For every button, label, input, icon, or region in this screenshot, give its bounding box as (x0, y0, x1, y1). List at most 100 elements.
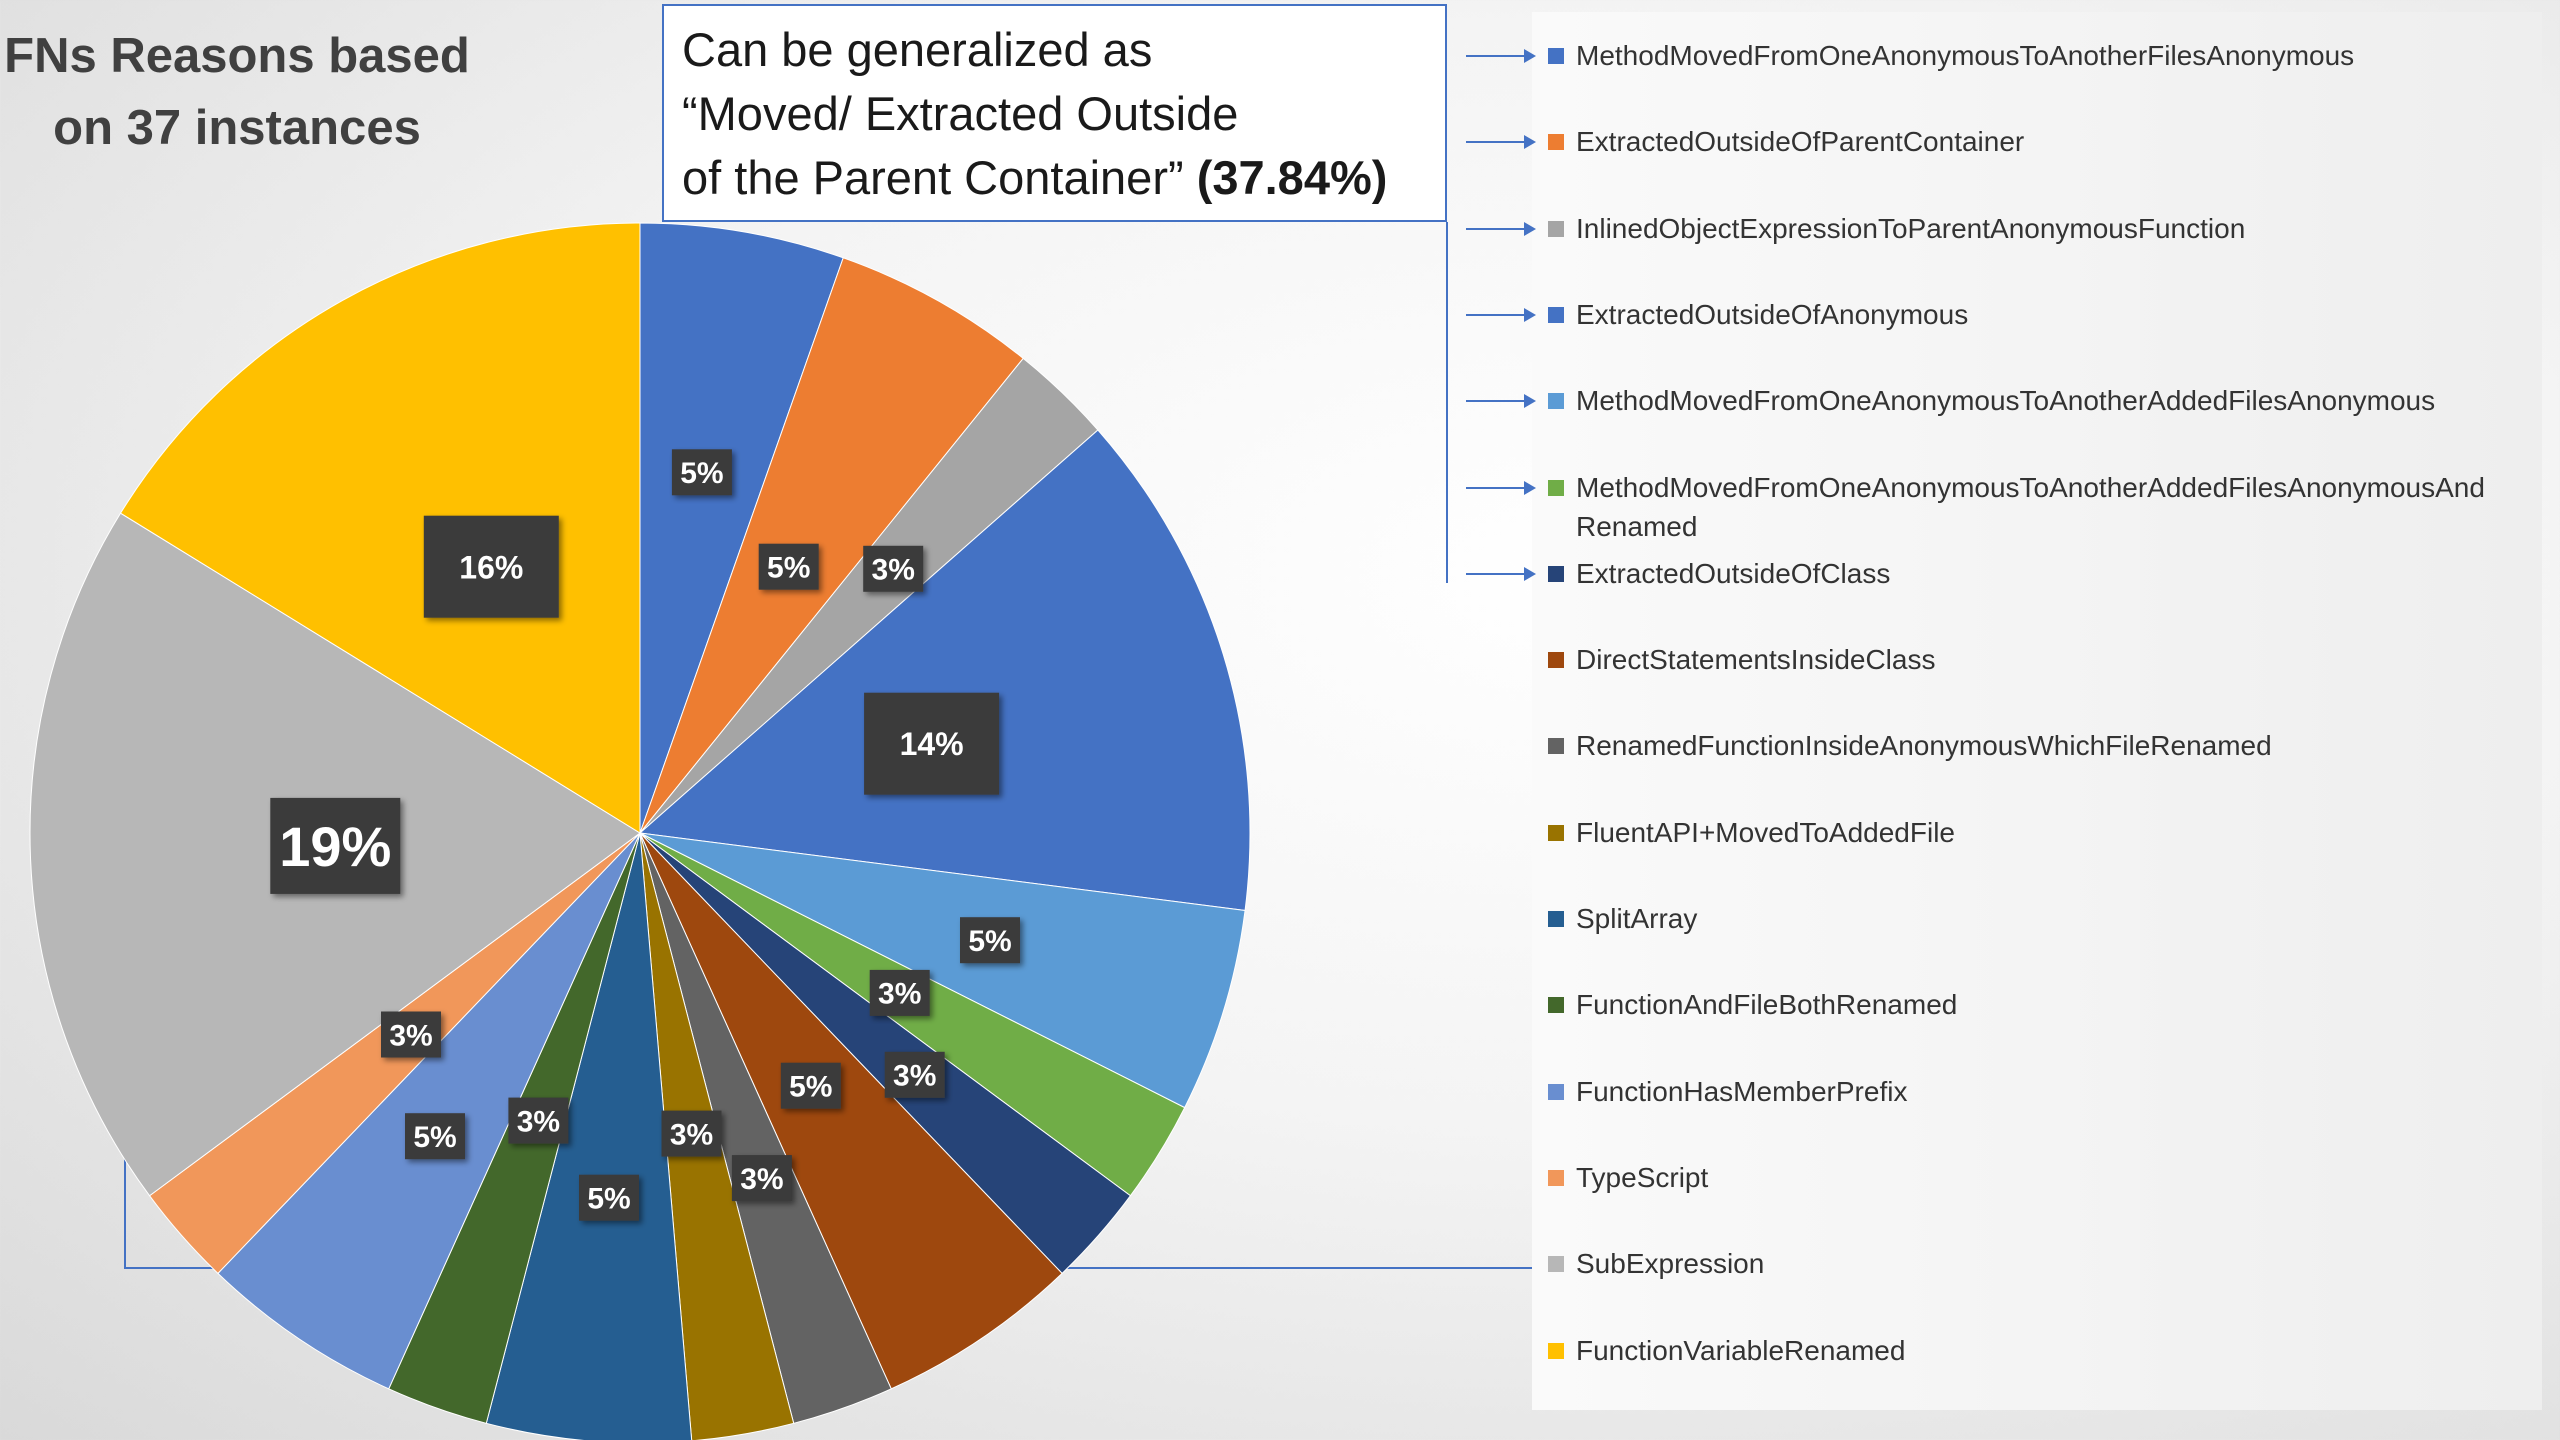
legend-label: ExtractedOutsideOfClass (1576, 557, 1891, 589)
legend-label: RenamedFunctionInsideAnonymousWhichFileR… (1576, 730, 2272, 762)
legend-item-inlinedobjectexpressiontoparentanonymousfunction: InlinedObjectExpressionToParentAnonymous… (1548, 209, 2560, 248)
legend-item-functionhasmemberprefix: FunctionHasMemberPrefix (1548, 1072, 2560, 1111)
legend-label: FunctionAndFileBothRenamed (1576, 989, 1958, 1021)
data-label-box (661, 1110, 722, 1157)
legend-swatch (1548, 393, 1564, 410)
legend-arrow-icon (1466, 135, 1536, 150)
legend-swatch (1548, 48, 1564, 64)
data-label-functionandfilebothrenamed: 3% (508, 1097, 569, 1144)
legend-label: SubExpression (1576, 1248, 1765, 1280)
data-label-text: 3% (517, 1105, 560, 1138)
legend-arrow-icon (1466, 394, 1536, 409)
data-label-text: 3% (389, 1019, 432, 1052)
legend-label: FunctionVariableRenamed (1576, 1334, 1906, 1366)
data-label-box (579, 1174, 639, 1221)
generalization-callout: Can be generalized as “Moved/ Extracted … (662, 4, 1447, 222)
pie-chart: 5% 5% 3% 14% 5% 3% 3% 5% 3% 3% 5% 3% 5% 3% 19% 16% (29, 222, 1532, 1440)
data-label-directstatementsinsideclass: 5% (780, 1062, 841, 1109)
data-label-box (381, 1011, 441, 1058)
legend-label: FluentAPI+MovedToAddedFile (1576, 816, 1955, 848)
legend-arrow-icon (1466, 49, 1536, 63)
callout-line2: “Moved/ Extracted Outside (682, 87, 1239, 140)
legend-swatch (1548, 652, 1564, 669)
legend-swatch (1548, 220, 1564, 237)
callout-line3-text: of the Parent Container” (682, 151, 1184, 204)
data-label-box (780, 1062, 841, 1109)
legend-label: FunctionHasMemberPrefix (1576, 1075, 1908, 1107)
data-label-text: 5% (587, 1183, 630, 1216)
data-label-text: 3% (893, 1060, 936, 1093)
callout-highlight: (37.84%) (1196, 151, 1388, 204)
legend-item-typescript: TypeScript (1548, 1158, 2560, 1197)
legend-label: MethodMovedFromOneAnonymousToAnotherAdde… (1576, 385, 2436, 417)
data-label-text: 5% (767, 552, 810, 585)
data-label-box (270, 797, 401, 894)
data-label-extractedoutsideofanonymous: 14% (864, 692, 1000, 795)
data-label-text: 5% (413, 1121, 456, 1154)
legend-item-functionvariablerenamed: FunctionVariableRenamed (1548, 1331, 2560, 1370)
legend-swatch (1548, 738, 1564, 755)
chart-title: FNs Reasons based on 37 instances (0, 20, 474, 164)
data-label-box (423, 515, 559, 618)
data-label-text: 3% (740, 1163, 783, 1196)
pie-slice-methodmovedfromoneanonymoustoanotheraddedfilesanonymous (639, 832, 1246, 1109)
legend-label: MethodMovedFromOneAnonymousToAnotherFile… (1576, 40, 2355, 71)
pie-data-labels: 5% 5% 3% 14% 5% 3% 3% 5% 3% 3% 5% 3% 5% 3% 19% 16% (270, 449, 1020, 1221)
legend-item-subexpression: SubExpression (1548, 1244, 2560, 1283)
data-label-box (864, 692, 1000, 795)
pie-slice-functionhasmemberprefix (217, 832, 641, 1390)
legend-item-renamedfunctioninsideanonymouswhichfilerenamed: RenamedFunctionInsideAnonymousWhichFileR… (1548, 726, 2560, 765)
data-label-box (884, 1051, 945, 1098)
legend-item-methodmovedfromoneanonymoustoanotheraddedfilesanonymousand-renamed: MethodMovedFromOneAnonymousToAnotherAdde… (1548, 468, 2560, 546)
data-label-text: 3% (872, 554, 915, 587)
data-label-box (758, 543, 819, 590)
legend-swatch (1548, 1083, 1564, 1100)
legend-label: MethodMovedFromOneAnonymousToAnotherAdde… (1576, 471, 2485, 542)
legend-swatch (1548, 134, 1564, 151)
legend-item-functionandfilebothrenamed: FunctionAndFileBothRenamed (1548, 985, 2560, 1024)
data-label-renamedfunctioninsideanonymouswhichfilerenamed: 3% (731, 1155, 792, 1202)
legend-swatch (1548, 1169, 1564, 1186)
legend-label: SplitArray (1576, 903, 1698, 934)
legend-swatch (1548, 997, 1564, 1014)
legend-item-directstatementsinsideclass: DirectStatementsInsideClass (1548, 640, 2560, 679)
pie-slice-functionvariablerenamed (119, 222, 641, 834)
data-label-functionhasmemberprefix: 5% (405, 1113, 465, 1160)
legend-arrow-icon (1466, 566, 1536, 581)
legend-item-extractedoutsideofanonymous: ExtractedOutsideOfAnonymous (1548, 295, 2560, 334)
data-label-text: 19% (279, 815, 391, 878)
legend-label: ExtractedOutsideOfParentContainer (1576, 126, 2025, 158)
data-label-text: 5% (789, 1071, 832, 1104)
legend-swatch (1548, 911, 1564, 927)
data-label-box (863, 545, 924, 592)
legend-item-extractedoutsideofparentcontainer: ExtractedOutsideOfParentContainer (1548, 122, 2560, 161)
pie-slice-extractedoutsideofparentcontainer (639, 257, 1024, 834)
data-label-text: 5% (680, 457, 723, 490)
data-label-splitarray: 5% (579, 1174, 639, 1221)
pie-slice-extractedoutsideofanonymous (638, 429, 1251, 912)
legend-swatch (1548, 306, 1564, 323)
data-label-box (731, 1155, 792, 1202)
legend-label: TypeScript (1576, 1161, 1709, 1193)
data-label-box (869, 969, 930, 1016)
data-label-inlinedobjectexpressiontoparentanonymousfunction: 3% (863, 545, 924, 592)
legend-label: ExtractedOutsideOfAnonymous (1576, 298, 1969, 330)
legend-arrow-icon (1466, 307, 1536, 322)
legend-label: InlinedObjectExpressionToParentAnonymous… (1576, 212, 2246, 244)
legend-swatch (1548, 479, 1564, 496)
legend-item-splitarray: SplitArray (1548, 899, 2560, 938)
pie-slices (29, 222, 1251, 1440)
legend-label: DirectStatementsInsideClass (1576, 644, 1936, 676)
data-label-box (405, 1113, 465, 1160)
data-label-text: 3% (878, 978, 921, 1011)
data-label-text: 16% (459, 549, 523, 585)
data-label-functionvariablerenamed: 16% (423, 515, 559, 618)
data-label-extractedoutsideofparentcontainer: 5% (758, 543, 819, 590)
data-label-box (671, 449, 732, 496)
legend-item-methodmovedfromoneanonymoustoanotherfilesanonymous: MethodMovedFromOneAnonymousToAnotherFile… (1548, 36, 2560, 75)
data-label-methodmovedfromoneanonymoustoanotheraddedfilesanonymous: 5% (960, 917, 1020, 964)
legend-item-extractedoutsideofclass: ExtractedOutsideOfClass (1548, 554, 2560, 593)
pie-slice-directstatementsinsideclass (639, 832, 1063, 1390)
legend-swatch (1548, 565, 1564, 582)
data-label-box (508, 1097, 569, 1144)
